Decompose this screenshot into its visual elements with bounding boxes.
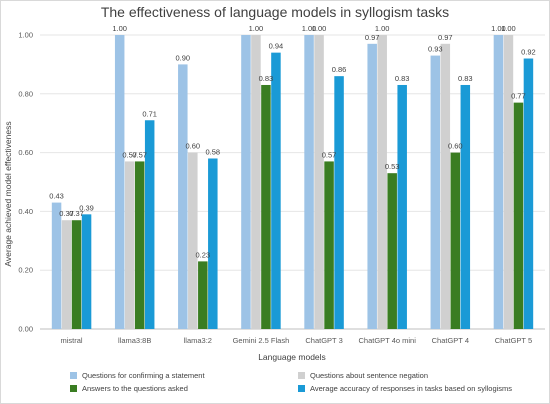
data-label: 0.57: [322, 150, 337, 159]
y-tick-label: 1.00: [18, 31, 33, 40]
bar: [134, 161, 145, 329]
data-labels: 0.430.370.370.391.000.570.570.710.900.60…: [49, 24, 535, 259]
data-label: 0.39: [79, 203, 94, 212]
legend-item: Questions for confirming a statement: [70, 371, 298, 380]
x-tick-label: ChatGPT 4: [432, 336, 469, 345]
x-tick-label: mistral: [61, 336, 83, 345]
y-tick-label: 0.40: [18, 207, 33, 216]
data-label: 0.97: [365, 33, 380, 42]
legend-swatch: [298, 385, 305, 392]
data-label: 1.00: [302, 24, 317, 33]
legend-swatch: [70, 372, 77, 379]
bar: [271, 52, 281, 329]
bar: [241, 35, 251, 329]
data-label: 0.93: [428, 45, 443, 54]
bar: [523, 58, 534, 330]
data-label: 0.57: [132, 150, 147, 159]
bar: [430, 55, 441, 330]
data-label: 1.00: [112, 24, 127, 33]
data-label: 0.60: [186, 142, 201, 151]
data-label: 1.00: [249, 24, 264, 33]
data-label: 0.77: [511, 92, 526, 101]
bar: [377, 35, 387, 329]
y-tick-label: 0.60: [18, 148, 33, 157]
data-label: 0.57: [122, 150, 137, 159]
x-tick-label: ChatGPT 3: [305, 336, 342, 345]
legend-swatch: [298, 372, 305, 379]
bar: [493, 35, 504, 329]
bar: [450, 152, 461, 329]
bar: [397, 84, 407, 329]
data-label: 0.94: [269, 42, 284, 51]
data-label: 0.83: [395, 74, 410, 83]
data-label: 0.60: [448, 142, 463, 151]
bar: [503, 35, 514, 329]
data-label: 0.97: [438, 33, 453, 42]
y-tick-label: 0.00: [18, 325, 33, 334]
data-label: 0.23: [196, 250, 211, 259]
bar: [460, 84, 471, 329]
bar: [251, 35, 261, 329]
legend-item: Questions about sentence negation: [298, 371, 540, 380]
bar: [304, 35, 314, 329]
y-tick-label: 0.20: [18, 266, 33, 275]
x-axis-label: Language models: [258, 352, 326, 362]
data-label: 0.37: [59, 209, 74, 218]
bar: [188, 152, 198, 329]
data-label: 1.00: [375, 24, 390, 33]
legend-label: Questions about sentence negation: [310, 371, 429, 380]
x-tick-label: ChatGPT 4o mini: [358, 336, 416, 345]
y-axis-label: Average achieved model effectiveness: [3, 121, 13, 266]
data-label: 0.92: [521, 48, 536, 57]
bar: [208, 158, 218, 329]
y-axis-ticks: 0.00 0.20 0.40 0.60 0.80 1.00: [18, 31, 33, 334]
bar: [124, 161, 135, 329]
legend-item: Answers to the questions asked: [70, 384, 298, 393]
x-tick-label: llama3:8B: [118, 336, 151, 345]
bar: [367, 43, 377, 329]
bar: [61, 220, 72, 329]
data-label: 0.90: [176, 53, 191, 62]
bar: [51, 202, 62, 329]
x-tick-label: Gemini 2.5 Flash: [233, 336, 290, 345]
legend-swatch: [70, 385, 77, 392]
bar: [178, 64, 188, 330]
data-label: 1.00: [501, 24, 516, 33]
data-label: 1.00: [491, 24, 506, 33]
data-label: 0.86: [332, 65, 347, 74]
bar: [81, 214, 92, 329]
legend-label: Questions for confirming a statement: [82, 371, 205, 380]
legend-item: Average accuracy of responses in tasks b…: [298, 384, 540, 393]
legend: Questions for confirming a statement Ques…: [70, 371, 540, 393]
data-label: 1.00: [312, 24, 327, 33]
x-axis-ticks: mistral llama3:8B llama3:2 Gemini 2.5 Flash…: [61, 336, 533, 345]
bar: [314, 35, 324, 329]
y-tick-label: 0.80: [18, 89, 33, 98]
data-label: 0.58: [206, 147, 221, 156]
bar: [387, 173, 397, 329]
bar: [144, 120, 155, 329]
x-tick-label: ChatGPT 5: [495, 336, 532, 345]
bars: [51, 35, 534, 330]
legend-label: Average accuracy of responses in tasks b…: [310, 384, 513, 393]
data-label: 0.83: [259, 74, 274, 83]
bar: [513, 102, 524, 330]
x-tick-label: llama3:2: [184, 336, 212, 345]
bar: [114, 35, 125, 329]
chart-title: The effectiveness of language models in …: [100, 4, 450, 20]
data-label: 0.43: [49, 192, 64, 201]
data-label: 0.37: [69, 209, 84, 218]
bar: [261, 84, 271, 329]
bar: [324, 161, 334, 329]
bar: [71, 220, 82, 329]
bar: [440, 43, 451, 329]
data-label: 0.53: [385, 162, 400, 171]
legend-label: Answers to the questions asked: [82, 384, 188, 393]
data-label: 0.83: [458, 74, 473, 83]
bar: [334, 76, 344, 329]
bar: [198, 261, 208, 329]
data-label: 0.71: [142, 109, 157, 118]
